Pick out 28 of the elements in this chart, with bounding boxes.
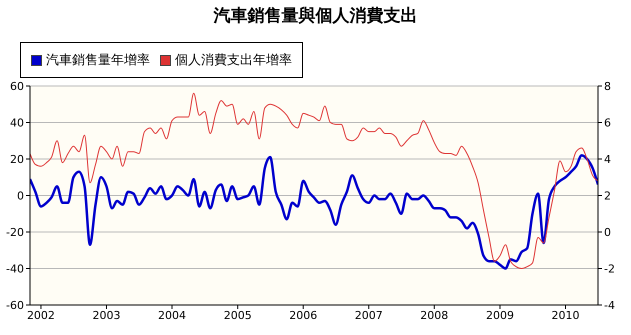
legend-label: 汽車銷售量年增率	[46, 52, 150, 69]
y-tick-label: 60	[10, 80, 24, 93]
y-tick-label: -40	[6, 262, 24, 276]
y-tick-label: 40	[10, 116, 24, 130]
y2-tick-label: -4	[604, 298, 615, 312]
x-tick-label: 2005	[224, 308, 252, 322]
x-tick-label: 2007	[354, 308, 383, 322]
y2-tick-label: 6	[604, 116, 611, 130]
chart-title: 汽車銷售量與個人消費支出	[212, 5, 418, 27]
x-tick-label: 2010	[552, 308, 580, 322]
y2-tick-label: 8	[604, 80, 611, 93]
y2-tick-label: -2	[604, 262, 615, 276]
x-tick-label: 2003	[92, 308, 120, 322]
y-tick-label: 0	[17, 189, 24, 202]
x-tick-label: 2004	[158, 308, 186, 322]
x-tick-label: 2006	[289, 308, 318, 322]
legend-label: 個人消費支出年增率	[175, 52, 292, 69]
y-tick-label: -60	[6, 298, 24, 312]
y-tick-label: 20	[10, 152, 24, 166]
x-tick-label: 2002	[26, 308, 55, 322]
y-tick-label: -20	[6, 226, 24, 239]
x-tick-label: 2008	[420, 308, 448, 322]
line-series	[30, 92, 598, 269]
x-tick-label: 2009	[486, 308, 514, 322]
y2-tick-label: 0	[604, 226, 611, 239]
y2-tick-label: 2	[604, 189, 611, 202]
y2-tick-label: 4	[604, 152, 611, 166]
line-series	[30, 154, 598, 270]
